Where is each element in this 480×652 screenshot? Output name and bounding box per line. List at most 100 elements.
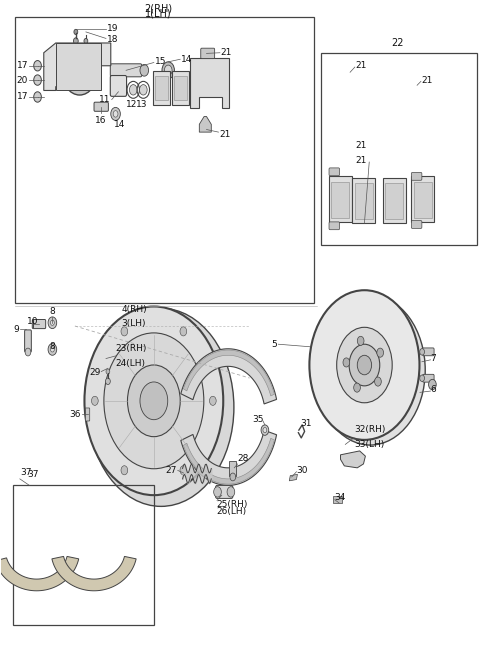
Circle shape xyxy=(180,327,187,336)
Text: 1(LH): 1(LH) xyxy=(145,8,172,18)
Text: 21: 21 xyxy=(421,76,432,85)
Circle shape xyxy=(162,62,174,79)
Circle shape xyxy=(66,52,93,89)
Circle shape xyxy=(377,348,384,357)
Circle shape xyxy=(84,38,88,44)
Text: 27: 27 xyxy=(166,466,177,475)
Text: 21: 21 xyxy=(221,48,232,57)
Text: 13: 13 xyxy=(136,100,147,109)
Circle shape xyxy=(315,295,425,445)
Circle shape xyxy=(140,65,149,76)
FancyBboxPatch shape xyxy=(422,348,434,356)
Bar xyxy=(15,17,314,303)
Bar xyxy=(333,496,342,503)
Polygon shape xyxy=(183,350,275,396)
Polygon shape xyxy=(199,117,211,132)
FancyBboxPatch shape xyxy=(24,330,31,352)
Circle shape xyxy=(261,425,269,436)
Circle shape xyxy=(106,378,110,385)
Circle shape xyxy=(354,383,360,392)
FancyBboxPatch shape xyxy=(216,485,233,498)
Text: 16: 16 xyxy=(95,116,106,125)
Text: 21: 21 xyxy=(355,156,366,165)
FancyBboxPatch shape xyxy=(85,408,90,421)
FancyBboxPatch shape xyxy=(329,222,339,230)
Bar xyxy=(174,76,187,100)
Circle shape xyxy=(357,336,364,346)
Circle shape xyxy=(263,428,267,433)
FancyBboxPatch shape xyxy=(110,76,127,96)
Circle shape xyxy=(92,396,98,406)
Circle shape xyxy=(121,466,128,475)
Text: 17: 17 xyxy=(16,61,28,70)
Text: 15: 15 xyxy=(155,57,166,67)
Text: 20: 20 xyxy=(17,76,28,85)
Circle shape xyxy=(420,349,424,355)
Polygon shape xyxy=(0,556,79,591)
Circle shape xyxy=(121,327,128,336)
Text: 10: 10 xyxy=(26,317,38,326)
Text: 22: 22 xyxy=(392,38,404,48)
Bar xyxy=(155,76,168,100)
Text: 18: 18 xyxy=(107,35,119,44)
Bar xyxy=(352,177,375,223)
Circle shape xyxy=(34,61,41,71)
Circle shape xyxy=(34,92,41,102)
FancyBboxPatch shape xyxy=(411,220,422,228)
Text: 5: 5 xyxy=(272,340,277,349)
Text: 26(LH): 26(LH) xyxy=(216,507,246,516)
Circle shape xyxy=(357,355,372,375)
Circle shape xyxy=(48,317,57,329)
Circle shape xyxy=(214,486,221,497)
Circle shape xyxy=(84,306,223,495)
Text: 19: 19 xyxy=(107,24,119,33)
Text: 11: 11 xyxy=(99,95,111,104)
FancyBboxPatch shape xyxy=(32,319,46,329)
Text: 14: 14 xyxy=(181,55,192,64)
Polygon shape xyxy=(181,349,276,404)
Text: 8: 8 xyxy=(49,306,55,316)
Bar xyxy=(331,181,349,218)
Circle shape xyxy=(74,29,78,35)
Bar xyxy=(153,71,169,105)
Circle shape xyxy=(34,75,41,85)
Text: 36: 36 xyxy=(70,410,81,419)
Text: 3(LH): 3(LH) xyxy=(121,319,146,329)
Circle shape xyxy=(128,365,180,437)
Text: 37: 37 xyxy=(20,468,31,477)
Text: 32(RH): 32(RH) xyxy=(354,425,385,434)
Circle shape xyxy=(48,344,57,355)
Bar xyxy=(172,71,189,105)
Circle shape xyxy=(50,347,54,352)
Text: 28: 28 xyxy=(238,454,249,463)
Circle shape xyxy=(209,396,216,406)
Bar xyxy=(411,176,434,222)
Circle shape xyxy=(336,327,392,403)
Bar xyxy=(355,183,373,219)
FancyBboxPatch shape xyxy=(201,48,215,59)
Bar xyxy=(12,485,154,625)
Text: 30: 30 xyxy=(297,466,308,475)
Circle shape xyxy=(230,473,236,481)
Circle shape xyxy=(73,38,78,44)
Text: 12: 12 xyxy=(126,100,137,109)
Circle shape xyxy=(429,379,436,390)
Circle shape xyxy=(180,466,187,475)
Text: 4(RH): 4(RH) xyxy=(121,305,147,314)
Text: 7: 7 xyxy=(431,354,436,363)
Circle shape xyxy=(61,46,98,95)
Circle shape xyxy=(140,382,168,420)
Bar xyxy=(414,181,432,218)
Circle shape xyxy=(50,320,54,325)
Text: 24(LH): 24(LH) xyxy=(116,359,145,368)
Circle shape xyxy=(164,65,172,76)
Text: 9: 9 xyxy=(13,325,19,334)
Bar xyxy=(229,462,236,476)
Text: 21: 21 xyxy=(355,141,366,149)
Polygon shape xyxy=(340,451,365,468)
Circle shape xyxy=(111,108,120,121)
Ellipse shape xyxy=(88,308,234,507)
Text: 31: 31 xyxy=(300,419,312,428)
Text: 14: 14 xyxy=(114,121,125,129)
Text: 34: 34 xyxy=(335,494,346,502)
